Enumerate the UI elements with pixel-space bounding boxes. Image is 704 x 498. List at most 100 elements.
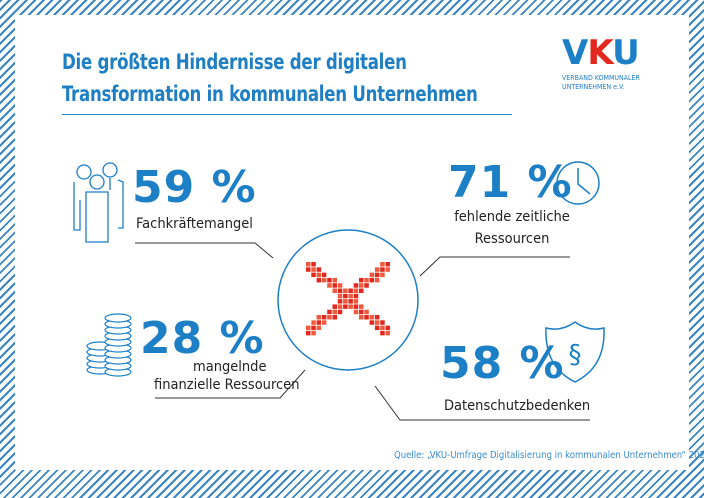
people-icon xyxy=(73,162,124,243)
x-pixel xyxy=(311,267,316,272)
x-pixel xyxy=(364,277,369,283)
center-circle xyxy=(277,229,419,371)
x-pixel xyxy=(311,262,316,267)
x-pixel xyxy=(337,288,343,293)
logo-text-2: UNTERNEHMEN e.V. xyxy=(562,83,625,91)
x-pixel xyxy=(327,315,332,320)
x-pixel xyxy=(353,288,359,293)
x-pixel xyxy=(332,277,337,283)
x-pixel xyxy=(311,320,316,325)
x-pixel xyxy=(321,277,327,283)
x-pixel xyxy=(359,283,364,288)
x-pixel xyxy=(332,315,337,320)
x-pixel xyxy=(332,309,337,315)
shield-paragraph-icon: § xyxy=(545,321,605,383)
x-pixel xyxy=(306,325,311,331)
clock-icon xyxy=(556,161,600,205)
x-pixel xyxy=(332,283,337,288)
x-pixel xyxy=(327,277,332,283)
x-pixel xyxy=(332,288,337,293)
x-pixel xyxy=(359,309,364,315)
x-pixel xyxy=(385,330,390,336)
x-pixel xyxy=(316,320,322,325)
x-pixel xyxy=(332,304,337,309)
x-pixel xyxy=(359,315,364,320)
connector-lines xyxy=(135,242,590,421)
x-pixel xyxy=(316,325,322,331)
stat-59-label: Fachkräftemangel xyxy=(136,216,253,232)
x-pixel xyxy=(306,330,311,336)
x-pixel xyxy=(327,309,332,315)
x-pixel xyxy=(380,325,385,331)
x-pixel xyxy=(348,293,353,299)
x-pixel xyxy=(306,267,311,272)
x-pixel xyxy=(348,299,353,304)
vku-logo: VKU VERBAND KOMMUNALER UNTERNEHMEN e.V. xyxy=(562,36,682,92)
svg-text:§: § xyxy=(569,340,582,370)
x-pixel xyxy=(364,283,369,288)
x-pixel xyxy=(369,277,375,283)
stat-28-label-2: finanzielle Ressourcen xyxy=(154,377,300,393)
title-line-1: Die größten Hindernisse der digitalen xyxy=(62,50,407,74)
x-pixel xyxy=(311,325,316,331)
stat-28-label-1: mangelnde xyxy=(193,359,267,375)
x-pixel xyxy=(369,315,375,320)
x-pixel xyxy=(353,299,359,304)
x-pixel xyxy=(374,267,380,272)
logo-text-1: VERBAND KOMMUNALER xyxy=(562,74,640,82)
x-pixel xyxy=(374,320,380,325)
x-pixel xyxy=(369,320,375,325)
x-pixel xyxy=(380,330,385,336)
x-pixel xyxy=(380,262,385,267)
x-pixel xyxy=(337,309,343,315)
stat-71-value: 71 % xyxy=(448,157,573,208)
x-pixel xyxy=(364,309,369,315)
x-pixel xyxy=(380,320,385,325)
x-pixel xyxy=(321,320,327,325)
x-pixel xyxy=(385,267,390,272)
x-pixel xyxy=(343,288,348,293)
red-x-icon xyxy=(306,262,390,336)
stat-71-label-2: Ressourcen xyxy=(474,231,550,247)
stat-58-label: Datenschutzbedenken xyxy=(444,398,591,414)
x-pixel xyxy=(353,309,359,315)
x-pixel xyxy=(348,304,353,309)
x-pixel xyxy=(385,325,390,331)
stat-58-value: 58 % xyxy=(440,338,565,389)
x-pixel xyxy=(343,304,348,309)
x-pixel xyxy=(343,299,348,304)
stat-71-label-1: fehlende zeitliche xyxy=(454,209,570,225)
title-line-2: Transformation in kommunalen Unternehmen xyxy=(62,82,478,106)
x-pixel xyxy=(380,272,385,278)
x-pixel xyxy=(374,325,380,331)
x-pixel xyxy=(337,293,343,299)
x-pixel xyxy=(359,304,364,309)
x-pixel xyxy=(337,299,343,304)
stat-28-value: 28 % xyxy=(140,313,265,364)
x-pixel xyxy=(337,304,343,309)
x-pixel xyxy=(353,283,359,288)
x-pixel xyxy=(321,272,327,278)
x-pixel xyxy=(348,288,353,293)
coins-icon xyxy=(86,313,132,377)
x-pixel xyxy=(316,315,322,320)
x-pixel xyxy=(316,277,322,283)
stat-59-value: 59 % xyxy=(132,162,257,213)
x-pixel xyxy=(316,267,322,272)
x-pixel xyxy=(353,293,359,299)
x-pixel xyxy=(311,272,316,278)
x-pixel xyxy=(380,267,385,272)
source-note: Quelle: „VKU-Umfrage Digitalisierung in … xyxy=(394,450,704,461)
x-pixel xyxy=(374,272,380,278)
x-pixel xyxy=(306,262,311,267)
x-pixel xyxy=(374,315,380,320)
x-pixel xyxy=(353,304,359,309)
x-pixel xyxy=(359,277,364,283)
x-pixel xyxy=(385,262,390,267)
title-underline xyxy=(62,114,512,115)
x-pixel xyxy=(374,277,380,283)
x-pixel xyxy=(343,293,348,299)
x-pixel xyxy=(311,330,316,336)
x-pixel xyxy=(364,315,369,320)
